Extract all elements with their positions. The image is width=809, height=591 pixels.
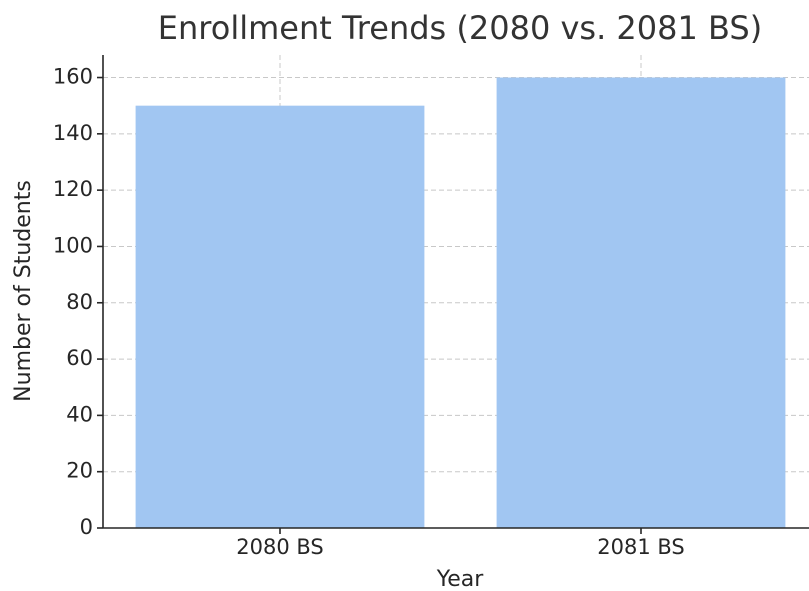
y-tick-label: 40 xyxy=(66,402,93,426)
x-tick-label: 2080 BS xyxy=(236,535,324,559)
y-tick-label: 160 xyxy=(53,65,93,89)
bar xyxy=(135,105,425,528)
y-tick-label: 140 xyxy=(53,121,93,145)
chart-title: Enrollment Trends (2080 vs. 2081 BS) xyxy=(158,9,762,47)
x-tick-label: 2081 BS xyxy=(597,535,685,559)
y-tick-label: 60 xyxy=(66,346,93,370)
y-axis-label: Number of Students xyxy=(11,180,36,402)
bar xyxy=(496,77,786,529)
y-tick-label: 0 xyxy=(80,515,93,539)
y-tick-label: 100 xyxy=(53,233,93,257)
y-tick-label: 20 xyxy=(66,459,93,483)
y-tick-label: 120 xyxy=(53,177,93,201)
x-axis-label: Year xyxy=(436,567,485,591)
y-tick-label: 80 xyxy=(66,290,93,314)
